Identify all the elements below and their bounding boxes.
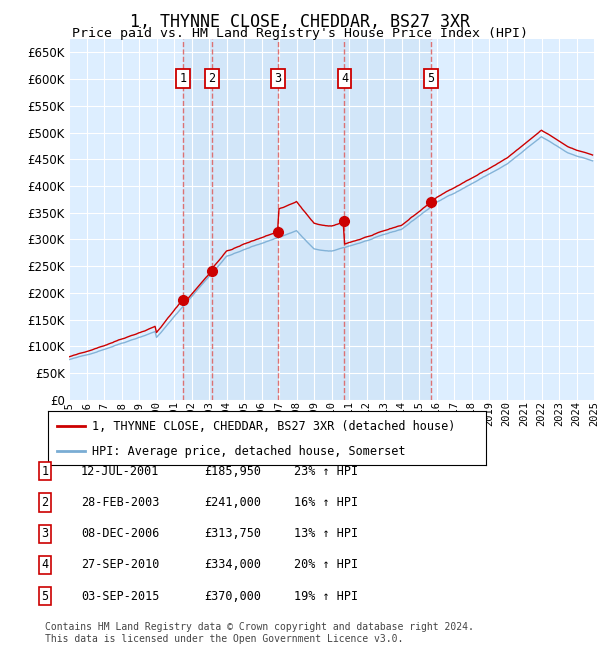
Text: 3: 3 (274, 72, 281, 85)
Text: 16% ↑ HPI: 16% ↑ HPI (294, 496, 358, 509)
Text: Contains HM Land Registry data © Crown copyright and database right 2024.
This d: Contains HM Land Registry data © Crown c… (45, 622, 474, 644)
Bar (278, 39, 344, 400)
Text: Price paid vs. HM Land Registry's House Price Index (HPI): Price paid vs. HM Land Registry's House … (72, 27, 528, 40)
Text: £313,750: £313,750 (204, 527, 261, 540)
Text: 5: 5 (427, 72, 434, 85)
Text: 19% ↑ HPI: 19% ↑ HPI (294, 590, 358, 603)
Text: £185,950: £185,950 (204, 465, 261, 478)
Text: HPI: Average price, detached house, Somerset: HPI: Average price, detached house, Some… (92, 445, 406, 458)
Text: 3: 3 (41, 527, 49, 540)
Text: 1: 1 (180, 72, 187, 85)
Text: 08-DEC-2006: 08-DEC-2006 (81, 527, 160, 540)
Text: 27-SEP-2010: 27-SEP-2010 (81, 558, 160, 571)
Text: 03-SEP-2015: 03-SEP-2015 (81, 590, 160, 603)
Text: 1, THYNNE CLOSE, CHEDDAR, BS27 3XR (detached house): 1, THYNNE CLOSE, CHEDDAR, BS27 3XR (deta… (92, 420, 455, 433)
Text: 4: 4 (341, 72, 348, 85)
Text: £370,000: £370,000 (204, 590, 261, 603)
Text: £334,000: £334,000 (204, 558, 261, 571)
Text: 1: 1 (41, 465, 49, 478)
Text: 1, THYNNE CLOSE, CHEDDAR, BS27 3XR: 1, THYNNE CLOSE, CHEDDAR, BS27 3XR (130, 13, 470, 31)
Text: 12-JUL-2001: 12-JUL-2001 (81, 465, 160, 478)
Text: 4: 4 (41, 558, 49, 571)
Bar (212, 39, 278, 400)
Text: 2: 2 (208, 72, 215, 85)
Text: 13% ↑ HPI: 13% ↑ HPI (294, 527, 358, 540)
Text: 28-FEB-2003: 28-FEB-2003 (81, 496, 160, 509)
Text: 2: 2 (41, 496, 49, 509)
Text: 20% ↑ HPI: 20% ↑ HPI (294, 558, 358, 571)
Text: £241,000: £241,000 (204, 496, 261, 509)
Bar (344, 39, 431, 400)
Text: 5: 5 (41, 590, 49, 603)
Bar (183, 39, 212, 400)
Text: 23% ↑ HPI: 23% ↑ HPI (294, 465, 358, 478)
